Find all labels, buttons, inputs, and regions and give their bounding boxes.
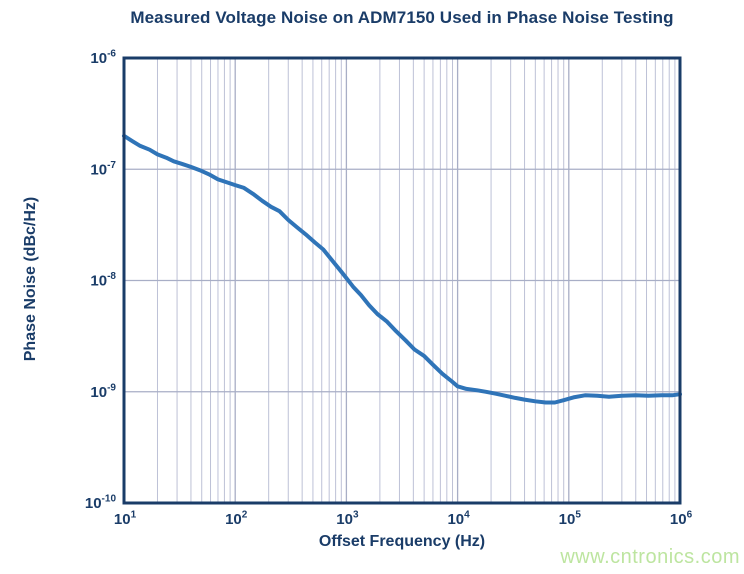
y-tick-label: 10-8 [90,271,116,290]
x-tick-label: 102 [225,510,248,529]
chart-title: Measured Voltage Noise on ADM7150 Used i… [130,8,674,27]
noise-curve [122,133,682,405]
y-tick-label: 10-9 [90,382,116,401]
watermark-text: www.cntronics.com [560,546,740,568]
y-axis-label: Phase Noise (dBc/Hz) [22,196,39,362]
y-tick-label: 10-6 [90,49,116,68]
x-axis-label: Offset Frequency (Hz) [318,533,486,550]
x-tick-label: 105 [559,510,582,529]
x-tick-label: 101 [114,510,137,529]
x-tick-label: 106 [670,510,693,529]
x-tick-label: 103 [336,510,359,529]
plot-frame [122,56,682,505]
y-tick-label: 10-10 [85,494,117,513]
x-tick-label: 104 [447,510,470,529]
y-tick-label: 10-7 [90,160,116,179]
